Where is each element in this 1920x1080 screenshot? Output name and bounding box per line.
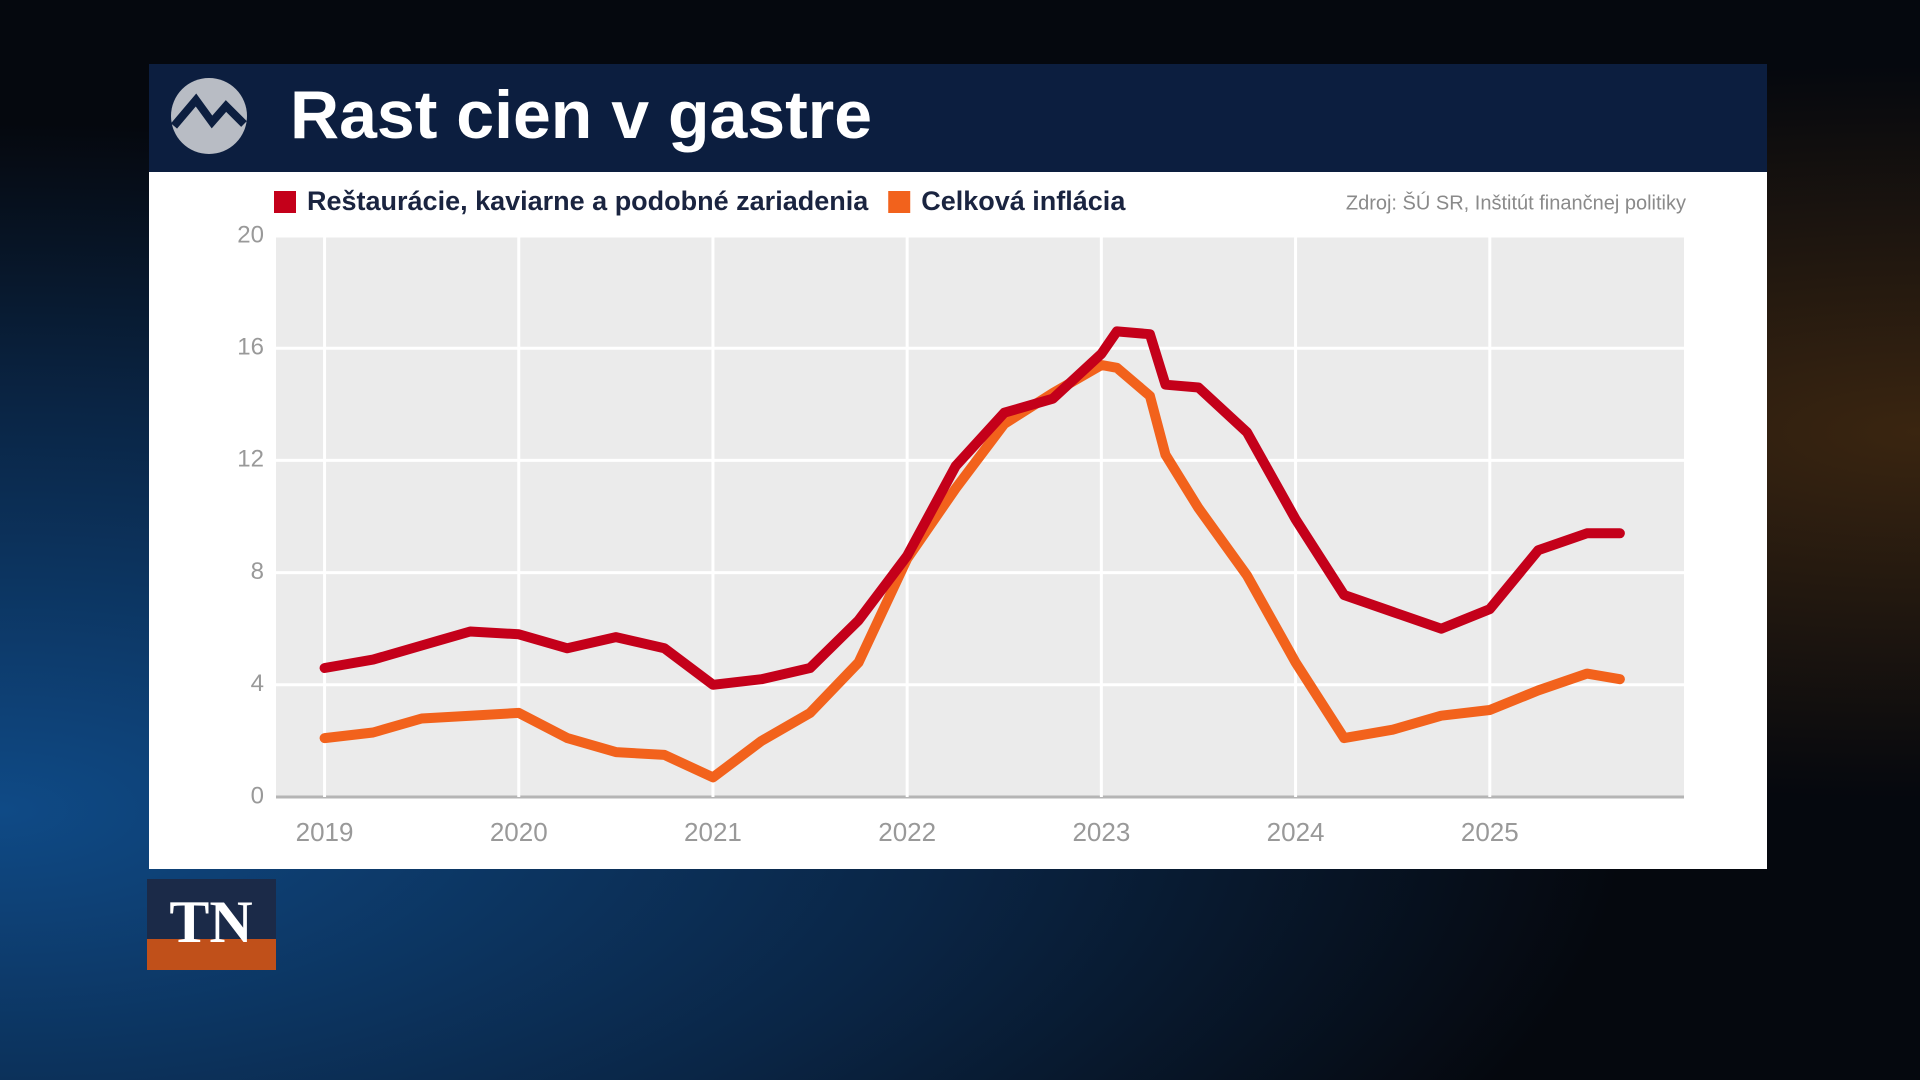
header-bar [149, 64, 1767, 172]
chart-title: Rast cien v gastre [290, 77, 872, 153]
y-tick-label: 20 [237, 221, 264, 248]
series-line [319, 326, 1625, 690]
source-note: Zdroj: ŠÚ SR, Inštitút finančnej politik… [1346, 191, 1686, 214]
x-tick-label: 2023 [1072, 817, 1130, 847]
logo-box-top [147, 879, 276, 939]
legend-swatch [888, 191, 911, 213]
y-tick-label: 12 [237, 446, 264, 473]
legend-swatch [274, 191, 296, 213]
channel-logo: TN [169, 889, 252, 955]
legend: Reštaurácie, kaviarne a podobné zariaden… [274, 186, 1126, 216]
channel-icon-wave [170, 93, 247, 129]
y-tick-label: 8 [251, 558, 264, 585]
y-tick-label: 0 [251, 782, 264, 809]
lines [319, 326, 1625, 783]
x-tick-label: 2019 [296, 817, 354, 847]
x-tick-label: 2020 [490, 817, 548, 847]
x-tick-label: 2025 [1461, 817, 1519, 847]
x-tick-label: 2024 [1267, 817, 1325, 847]
plot-area [276, 236, 1684, 797]
legend-label: Celková inflácia [921, 186, 1126, 216]
x-tick-label: 2021 [684, 817, 742, 847]
legend-label: Reštaurácie, kaviarne a podobné zariaden… [307, 186, 869, 216]
y-tick-label: 4 [251, 670, 264, 697]
y-tick-label: 16 [237, 334, 264, 361]
x-tick-label: 2022 [878, 817, 936, 847]
